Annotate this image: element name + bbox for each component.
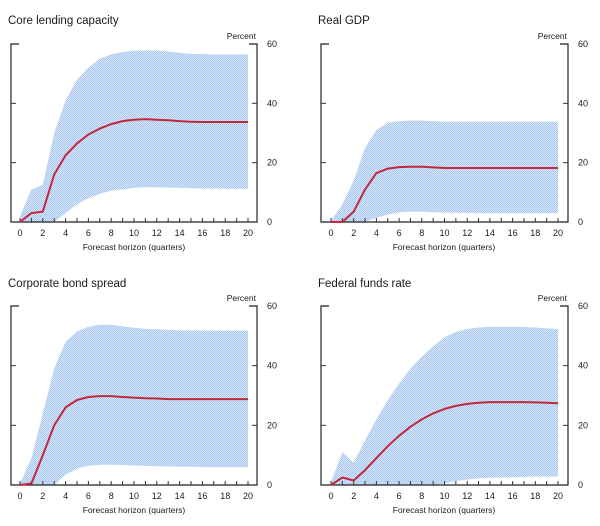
y-tick-label: 0 xyxy=(578,480,583,490)
panel-title: Real GDP xyxy=(318,15,370,27)
x-tick-label: 18 xyxy=(530,491,540,501)
x-axis-label: Forecast horizon (quarters) xyxy=(83,505,186,515)
x-tick-label: 12 xyxy=(462,228,472,238)
y-tick-label: 60 xyxy=(267,301,277,311)
x-tick-label: 20 xyxy=(553,491,563,501)
x-tick-label: 18 xyxy=(530,228,540,238)
y-tick-label: 0 xyxy=(267,217,272,227)
x-tick-label: 8 xyxy=(109,491,114,501)
x-tick-label: 6 xyxy=(397,228,402,238)
y-tick-label: 40 xyxy=(578,98,588,108)
panel-core-lending-capacity: 0 2 4 6 8 10 12 14 16 18 20 0 20 40 60 Core lending cap… xyxy=(8,15,277,252)
y-tick-label: 20 xyxy=(267,420,277,430)
x-tick-label: 14 xyxy=(485,228,495,238)
y-tick-label: 60 xyxy=(578,39,588,49)
x-tick-label: 16 xyxy=(508,228,518,238)
x-axis-label: Forecast horizon (quarters) xyxy=(393,505,496,515)
x-tick-label: 16 xyxy=(197,228,207,238)
y-tick-label: 40 xyxy=(267,98,277,108)
x-tick-label: 12 xyxy=(152,228,162,238)
confidence-band xyxy=(331,120,558,222)
confidence-band xyxy=(331,326,558,485)
unit-label: Percent xyxy=(227,293,257,303)
x-tick-label: 12 xyxy=(152,491,162,501)
x-tick-label: 14 xyxy=(175,228,185,238)
x-axis-label: Forecast horizon (quarters) xyxy=(83,242,186,252)
x-tick-label: 6 xyxy=(86,491,91,501)
y-tick-label: 20 xyxy=(578,420,588,430)
x-tick-label: 8 xyxy=(419,228,424,238)
panel-corporate-bond-spread: 0 2 4 6 8 10 12 14 16 18 20 0 20 40 60 Corporate bond s… xyxy=(8,278,277,515)
x-tick-label: 16 xyxy=(508,491,518,501)
y-tick-label: 0 xyxy=(267,480,272,490)
x-axis-label: Forecast horizon (quarters) xyxy=(393,242,496,252)
confidence-band xyxy=(20,324,248,485)
x-tick-label: 6 xyxy=(397,491,402,501)
y-tick-label: 0 xyxy=(578,217,583,227)
x-tick-label: 0 xyxy=(328,228,333,238)
x-tick-label: 14 xyxy=(175,491,185,501)
y-tick-label: 60 xyxy=(267,39,277,49)
x-tick-label: 0 xyxy=(17,228,22,238)
x-tick-label: 14 xyxy=(485,491,495,501)
x-tick-label: 8 xyxy=(419,491,424,501)
x-tick-label: 0 xyxy=(17,491,22,501)
panel-title: Federal funds rate xyxy=(318,278,411,290)
x-tick-label: 2 xyxy=(351,228,356,238)
x-tick-label: 4 xyxy=(374,491,379,501)
panel-title: Corporate bond spread xyxy=(8,278,126,290)
x-tick-label: 16 xyxy=(197,491,207,501)
median-line xyxy=(19,118,248,223)
x-tick-label: 18 xyxy=(220,491,230,501)
panel-federal-funds-rate: 0 2 4 6 8 10 12 14 16 18 20 0 20 40 60 Federal funds ra… xyxy=(318,278,588,515)
x-tick-label: 10 xyxy=(129,491,139,501)
x-tick-label: 2 xyxy=(351,491,356,501)
median-line xyxy=(330,401,559,486)
x-tick-label: 4 xyxy=(63,491,68,501)
panel-title: Core lending capacity xyxy=(8,15,119,27)
x-tick-label: 2 xyxy=(40,228,45,238)
y-tick-label: 20 xyxy=(267,158,277,168)
x-tick-label: 8 xyxy=(109,228,114,238)
panel-real-gdp: 0 2 4 6 8 10 12 14 16 18 20 0 20 40 60 Real GDP Percent F… xyxy=(318,15,588,252)
x-tick-label: 10 xyxy=(439,491,449,501)
y-tick-label: 40 xyxy=(578,361,588,371)
x-tick-label: 4 xyxy=(63,228,68,238)
x-tick-label: 10 xyxy=(439,228,449,238)
unit-label: Percent xyxy=(538,293,568,303)
x-tick-label: 18 xyxy=(220,228,230,238)
y-tick-label: 20 xyxy=(578,158,588,168)
unit-label: Percent xyxy=(538,31,568,41)
y-tick-label: 60 xyxy=(578,301,588,311)
confidence-band xyxy=(20,50,248,222)
x-tick-label: 20 xyxy=(243,491,253,501)
x-tick-label: 20 xyxy=(243,228,253,238)
median-line xyxy=(331,165,558,223)
x-tick-label: 12 xyxy=(462,491,472,501)
x-tick-label: 10 xyxy=(129,228,139,238)
x-tick-label: 0 xyxy=(328,491,333,501)
x-tick-label: 6 xyxy=(86,228,91,238)
median-line xyxy=(19,395,248,486)
x-tick-label: 2 xyxy=(40,491,45,501)
x-tick-label: 20 xyxy=(553,228,563,238)
x-tick-label: 4 xyxy=(374,228,379,238)
y-tick-label: 40 xyxy=(267,361,277,371)
unit-label: Percent xyxy=(227,31,257,41)
